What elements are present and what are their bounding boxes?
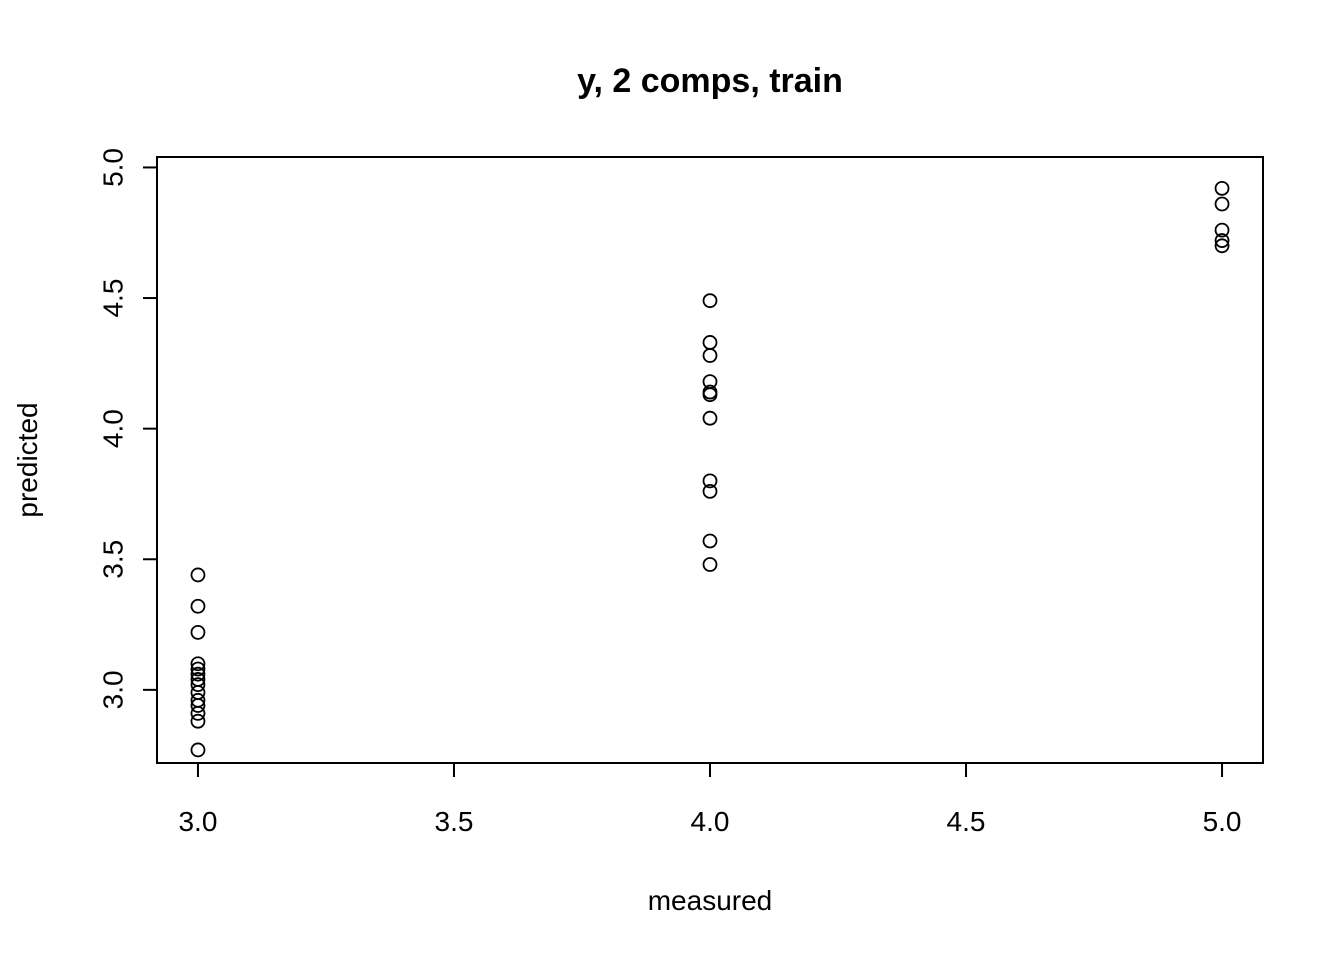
data-point (190, 742, 206, 758)
x-tick-label: 4.5 (947, 806, 986, 837)
plot-frame (156, 156, 1264, 764)
data-point (702, 387, 718, 403)
y-tick-label: 4.5 (98, 279, 129, 318)
x-tick-label: 3.0 (178, 806, 217, 837)
data-point (1214, 196, 1230, 212)
data-point (1214, 238, 1230, 254)
y-tick-label: 3.5 (98, 540, 129, 579)
data-point (190, 567, 206, 583)
data-point (1214, 233, 1230, 248)
data-points (190, 180, 1230, 758)
x-tick-label: 3.5 (435, 806, 474, 837)
data-point (190, 624, 206, 640)
y-tick-label: 3.0 (98, 670, 129, 709)
data-point (190, 677, 206, 693)
data-point (702, 348, 718, 363)
x-tick-label: 5.0 (1203, 806, 1242, 837)
y-axis-label: predicted (12, 402, 43, 517)
data-point (190, 713, 206, 729)
y-axis: 3.0 3.5 4.0 4.5 5.0 (98, 148, 158, 709)
x-axis: 3.0 3.5 4.0 4.5 5.0 (178, 762, 1242, 837)
data-point (702, 533, 718, 549)
chart-title: y, 2 comps, train (577, 62, 843, 100)
data-point (702, 557, 718, 572)
data-point (702, 410, 718, 426)
data-point (190, 698, 206, 713)
data-point (190, 705, 206, 721)
data-point (190, 598, 206, 614)
data-point (190, 661, 206, 677)
data-point (190, 666, 206, 682)
data-point (1214, 180, 1230, 196)
data-point (1214, 222, 1230, 238)
data-point (702, 473, 718, 489)
data-point (702, 293, 718, 309)
x-axis-label: measured (648, 885, 773, 916)
y-tick-label: 5.0 (98, 148, 129, 187)
x-tick-label: 4.0 (691, 806, 730, 837)
y-tick-label: 4.0 (98, 409, 129, 448)
data-point (702, 335, 718, 350)
data-point (190, 656, 206, 672)
data-point (702, 483, 718, 499)
